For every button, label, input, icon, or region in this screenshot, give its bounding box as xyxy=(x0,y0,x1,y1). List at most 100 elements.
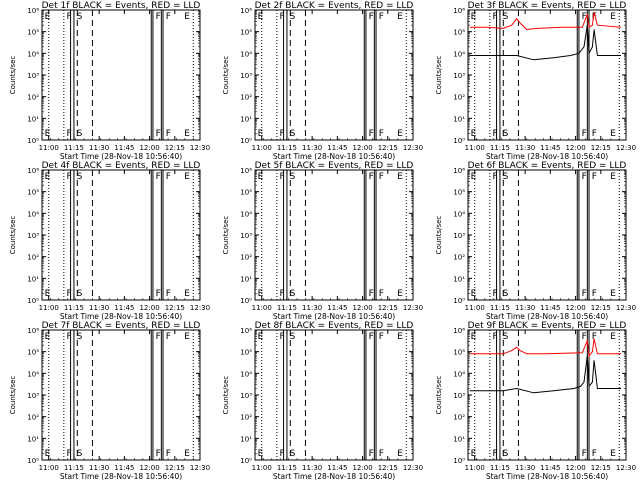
x-tick-label: 11:00 xyxy=(465,144,485,152)
x-tick-label: 11:00 xyxy=(252,144,272,152)
y-tick-label: 10³ xyxy=(240,72,252,80)
detector-panel: Det 7f BLACK = Events, RED = LLD Counts/s… xyxy=(9,321,210,480)
marker-letter: S xyxy=(290,332,296,342)
y-axis-label: Counts/sec xyxy=(9,216,17,255)
marker-letter: F xyxy=(67,129,72,139)
x-tick-label: 11:00 xyxy=(252,304,272,312)
x-tick-label: 12:00 xyxy=(352,464,372,472)
plot-frame xyxy=(254,169,414,301)
marker-letter: E xyxy=(184,289,190,299)
marker-letter: E xyxy=(471,12,477,22)
marker-letter: F xyxy=(166,289,171,299)
marker-letter: S xyxy=(77,172,83,182)
x-tick-label: 12:00 xyxy=(352,144,372,152)
y-tick-label: 10⁵ xyxy=(453,29,465,37)
x-tick-label: 11:45 xyxy=(540,464,560,472)
marker-letter: E xyxy=(610,289,616,299)
marker-letter: F xyxy=(156,129,161,139)
x-tick-label: 11:45 xyxy=(540,304,560,312)
y-tick-label: 10⁵ xyxy=(240,189,252,197)
marker-letter: F xyxy=(280,129,285,139)
marker-letter: E xyxy=(397,289,403,299)
marker-letter: F xyxy=(166,172,171,182)
marker-letter: F xyxy=(166,12,171,22)
marker-letter: F xyxy=(493,172,498,182)
x-tick-label: 11:00 xyxy=(252,464,272,472)
marker-letter: E xyxy=(610,12,616,22)
detector-panel: Det 5f BLACK = Events, RED = LLD Counts/s… xyxy=(222,161,423,321)
panel-title: Det 7f BLACK = Events, RED = LLD xyxy=(42,321,201,331)
y-tick-label: 10¹ xyxy=(27,115,39,123)
panel-title: Det 9f BLACK = Events, RED = LLD xyxy=(468,321,627,331)
panel-title: Det 8f BLACK = Events, RED = LLD xyxy=(255,321,414,331)
marker-letter: F xyxy=(166,449,171,459)
detector-panel: Det 2f BLACK = Events, RED = LLD Counts/s… xyxy=(222,1,423,161)
x-tick-label: 11:15 xyxy=(277,304,297,312)
y-tick-label: 10⁰ xyxy=(27,137,39,145)
y-tick-label: 10² xyxy=(27,94,39,102)
marker-letter: E xyxy=(184,332,190,342)
y-tick-label: 10³ xyxy=(240,392,252,400)
marker-letter: F xyxy=(369,332,374,342)
x-tick-label: 12:00 xyxy=(139,304,159,312)
marker-letter: S xyxy=(77,12,83,22)
marker-letter: F xyxy=(493,12,498,22)
marker-letter: E xyxy=(610,449,616,459)
marker-letter: F xyxy=(582,129,587,139)
plot-frame xyxy=(41,329,201,461)
marker-letter: F xyxy=(156,289,161,299)
y-tick-label: 10¹ xyxy=(453,435,465,443)
marker-letter: E xyxy=(397,332,403,342)
marker-letter: F xyxy=(369,12,374,22)
y-tick-label: 10⁶ xyxy=(27,167,39,175)
y-axis-label: Counts/sec xyxy=(222,216,230,255)
marker-letter: F xyxy=(493,449,498,459)
y-tick-label: 10⁶ xyxy=(453,7,465,15)
y-tick-label: 10⁶ xyxy=(27,7,39,15)
x-tick-label: 11:15 xyxy=(64,144,84,152)
x-tick-label: 12:30 xyxy=(403,144,423,152)
marker-letter: S xyxy=(290,172,296,182)
x-tick-label: 11:15 xyxy=(490,144,510,152)
x-axis-label: Start Time (28-Nov-18 10:56:40) xyxy=(273,472,395,480)
y-tick-label: 10¹ xyxy=(27,435,39,443)
lld-series-line xyxy=(469,338,621,358)
x-tick-label: 11:30 xyxy=(515,304,535,312)
marker-letter: S xyxy=(290,289,296,299)
marker-letter: F xyxy=(379,172,384,182)
y-tick-label: 10⁰ xyxy=(240,297,252,305)
y-tick-label: 10⁰ xyxy=(453,297,465,305)
marker-letter: F xyxy=(280,449,285,459)
detector-panel: Det 6f BLACK = Events, RED = LLD Counts/s… xyxy=(435,161,636,321)
x-tick-label: 12:30 xyxy=(190,304,210,312)
marker-letter: F xyxy=(67,12,72,22)
x-tick-label: 11:15 xyxy=(64,304,84,312)
x-tick-label: 12:15 xyxy=(378,304,398,312)
y-tick-label: 10² xyxy=(240,94,252,102)
x-tick-label: 11:45 xyxy=(114,304,134,312)
plot-frame xyxy=(254,329,414,461)
marker-letter: E xyxy=(45,332,51,342)
y-axis-label: Counts/sec xyxy=(9,376,17,415)
y-tick-label: 10¹ xyxy=(240,115,252,123)
x-axis-label: Start Time (28-Nov-18 10:56:40) xyxy=(60,472,182,480)
y-tick-label: 10³ xyxy=(27,232,39,240)
marker-letter: S xyxy=(77,332,83,342)
x-tick-label: 11:30 xyxy=(302,144,322,152)
lld-series-line xyxy=(469,12,622,31)
marker-letter: F xyxy=(67,332,72,342)
marker-letter: E xyxy=(258,289,264,299)
marker-letter: F xyxy=(592,332,597,342)
x-tick-label: 11:45 xyxy=(327,144,347,152)
y-tick-label: 10⁰ xyxy=(27,297,39,305)
y-tick-label: 10⁴ xyxy=(453,210,465,218)
x-axis-label: Start Time (28-Nov-18 10:56:40) xyxy=(486,472,608,480)
x-axis-label: Start Time (28-Nov-18 10:56:40) xyxy=(486,312,608,321)
x-tick-label: 11:00 xyxy=(39,304,59,312)
y-tick-label: 10³ xyxy=(27,392,39,400)
y-tick-label: 10⁰ xyxy=(240,457,252,465)
x-tick-label: 11:15 xyxy=(490,304,510,312)
marker-letter: E xyxy=(610,129,616,139)
marker-letter: E xyxy=(184,172,190,182)
marker-letter: F xyxy=(280,289,285,299)
